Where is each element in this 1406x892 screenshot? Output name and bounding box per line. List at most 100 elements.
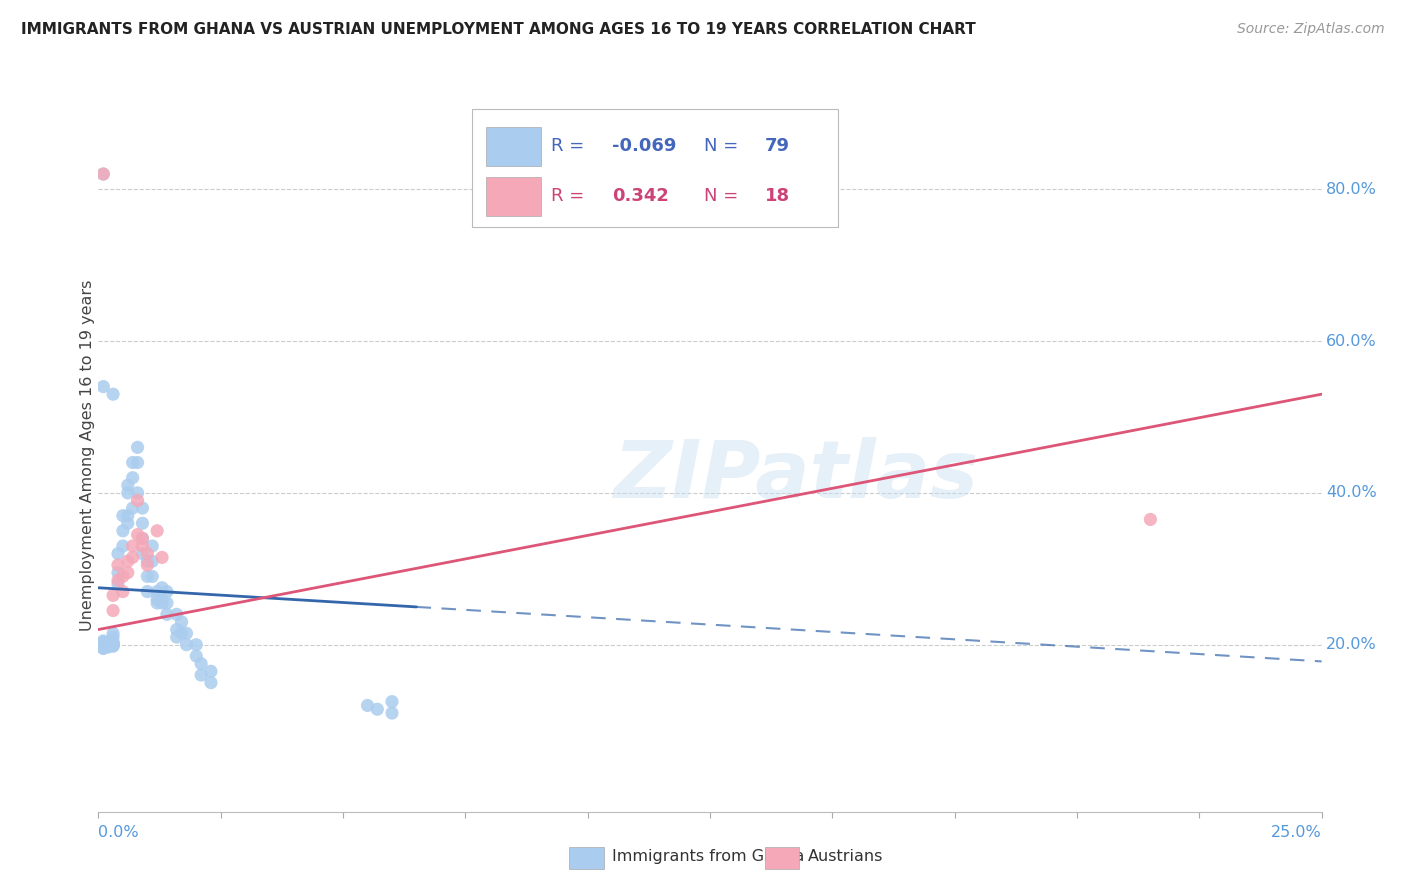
Text: Austrians: Austrians bbox=[808, 849, 883, 864]
Point bbox=[146, 596, 169, 610]
Point bbox=[136, 558, 159, 572]
Point bbox=[111, 524, 134, 538]
Point bbox=[117, 486, 139, 500]
FancyBboxPatch shape bbox=[486, 127, 541, 166]
Point bbox=[170, 626, 193, 640]
Point bbox=[200, 665, 222, 679]
Point bbox=[381, 706, 404, 720]
Text: N =: N = bbox=[704, 187, 738, 205]
Point bbox=[91, 167, 114, 181]
Point bbox=[117, 478, 139, 492]
Text: ZIPatlas: ZIPatlas bbox=[613, 437, 979, 516]
Point bbox=[97, 639, 120, 653]
FancyBboxPatch shape bbox=[486, 177, 541, 216]
Text: 79: 79 bbox=[765, 137, 790, 155]
Point bbox=[190, 668, 212, 682]
Point bbox=[101, 588, 124, 602]
Point bbox=[146, 584, 169, 599]
Point bbox=[356, 698, 378, 713]
Bar bbox=[569, 847, 603, 869]
Text: -0.069: -0.069 bbox=[612, 137, 676, 155]
Bar bbox=[765, 847, 800, 869]
Point bbox=[1139, 512, 1161, 526]
Point bbox=[101, 635, 124, 649]
Point bbox=[107, 566, 129, 580]
Point bbox=[107, 547, 129, 561]
Point bbox=[166, 607, 188, 622]
Point bbox=[150, 592, 173, 607]
Point bbox=[131, 501, 153, 516]
Point bbox=[176, 626, 198, 640]
Point bbox=[127, 493, 149, 508]
Point bbox=[91, 639, 114, 653]
Point bbox=[131, 547, 153, 561]
Point bbox=[101, 630, 124, 644]
Point bbox=[121, 471, 143, 485]
Point bbox=[91, 638, 114, 652]
FancyBboxPatch shape bbox=[471, 109, 838, 227]
Point bbox=[91, 641, 114, 656]
Point bbox=[150, 581, 173, 595]
Point bbox=[111, 584, 134, 599]
Point bbox=[97, 639, 120, 653]
Point bbox=[101, 639, 124, 653]
Point bbox=[366, 702, 388, 716]
Point bbox=[121, 550, 143, 565]
Point bbox=[127, 456, 149, 470]
Point bbox=[136, 554, 159, 568]
Text: R =: R = bbox=[551, 187, 585, 205]
Point bbox=[200, 675, 222, 690]
Point bbox=[117, 516, 139, 531]
Text: 80.0%: 80.0% bbox=[1326, 182, 1376, 197]
Point bbox=[97, 640, 120, 654]
Point bbox=[131, 539, 153, 553]
Point bbox=[97, 638, 120, 652]
Point bbox=[91, 640, 114, 655]
Point bbox=[121, 501, 143, 516]
Point bbox=[101, 637, 124, 651]
Point bbox=[97, 637, 120, 651]
Point bbox=[170, 615, 193, 629]
Point bbox=[127, 486, 149, 500]
Point bbox=[150, 550, 173, 565]
Point bbox=[156, 596, 179, 610]
Point bbox=[91, 638, 114, 652]
Text: Source: ZipAtlas.com: Source: ZipAtlas.com bbox=[1237, 22, 1385, 37]
Point bbox=[136, 584, 159, 599]
Point bbox=[141, 569, 163, 583]
Point bbox=[146, 524, 169, 538]
Point bbox=[107, 558, 129, 572]
Point bbox=[190, 657, 212, 671]
Point bbox=[91, 640, 114, 654]
Point bbox=[186, 649, 208, 664]
Point bbox=[111, 569, 134, 583]
Text: IMMIGRANTS FROM GHANA VS AUSTRIAN UNEMPLOYMENT AMONG AGES 16 TO 19 YEARS CORRELA: IMMIGRANTS FROM GHANA VS AUSTRIAN UNEMPL… bbox=[21, 22, 976, 37]
Text: 18: 18 bbox=[765, 187, 790, 205]
Text: 25.0%: 25.0% bbox=[1271, 825, 1322, 840]
Point bbox=[131, 516, 153, 531]
Point bbox=[127, 527, 149, 541]
Point bbox=[131, 532, 153, 546]
Point bbox=[186, 638, 208, 652]
Point bbox=[91, 379, 114, 393]
Text: 60.0%: 60.0% bbox=[1326, 334, 1376, 349]
Point bbox=[141, 554, 163, 568]
Point bbox=[91, 639, 114, 653]
Point bbox=[166, 623, 188, 637]
Point bbox=[91, 167, 114, 181]
Point bbox=[101, 603, 124, 617]
Point bbox=[101, 636, 124, 650]
Y-axis label: Unemployment Among Ages 16 to 19 years: Unemployment Among Ages 16 to 19 years bbox=[80, 279, 94, 631]
Point bbox=[117, 554, 139, 568]
Point bbox=[166, 630, 188, 644]
Point bbox=[111, 508, 134, 523]
Point bbox=[101, 638, 124, 652]
Text: R =: R = bbox=[551, 137, 585, 155]
Point bbox=[127, 440, 149, 454]
Point bbox=[91, 636, 114, 650]
Point bbox=[121, 539, 143, 553]
Point bbox=[381, 695, 404, 709]
Text: 40.0%: 40.0% bbox=[1326, 485, 1376, 500]
Point bbox=[91, 634, 114, 648]
Text: 20.0%: 20.0% bbox=[1326, 637, 1376, 652]
